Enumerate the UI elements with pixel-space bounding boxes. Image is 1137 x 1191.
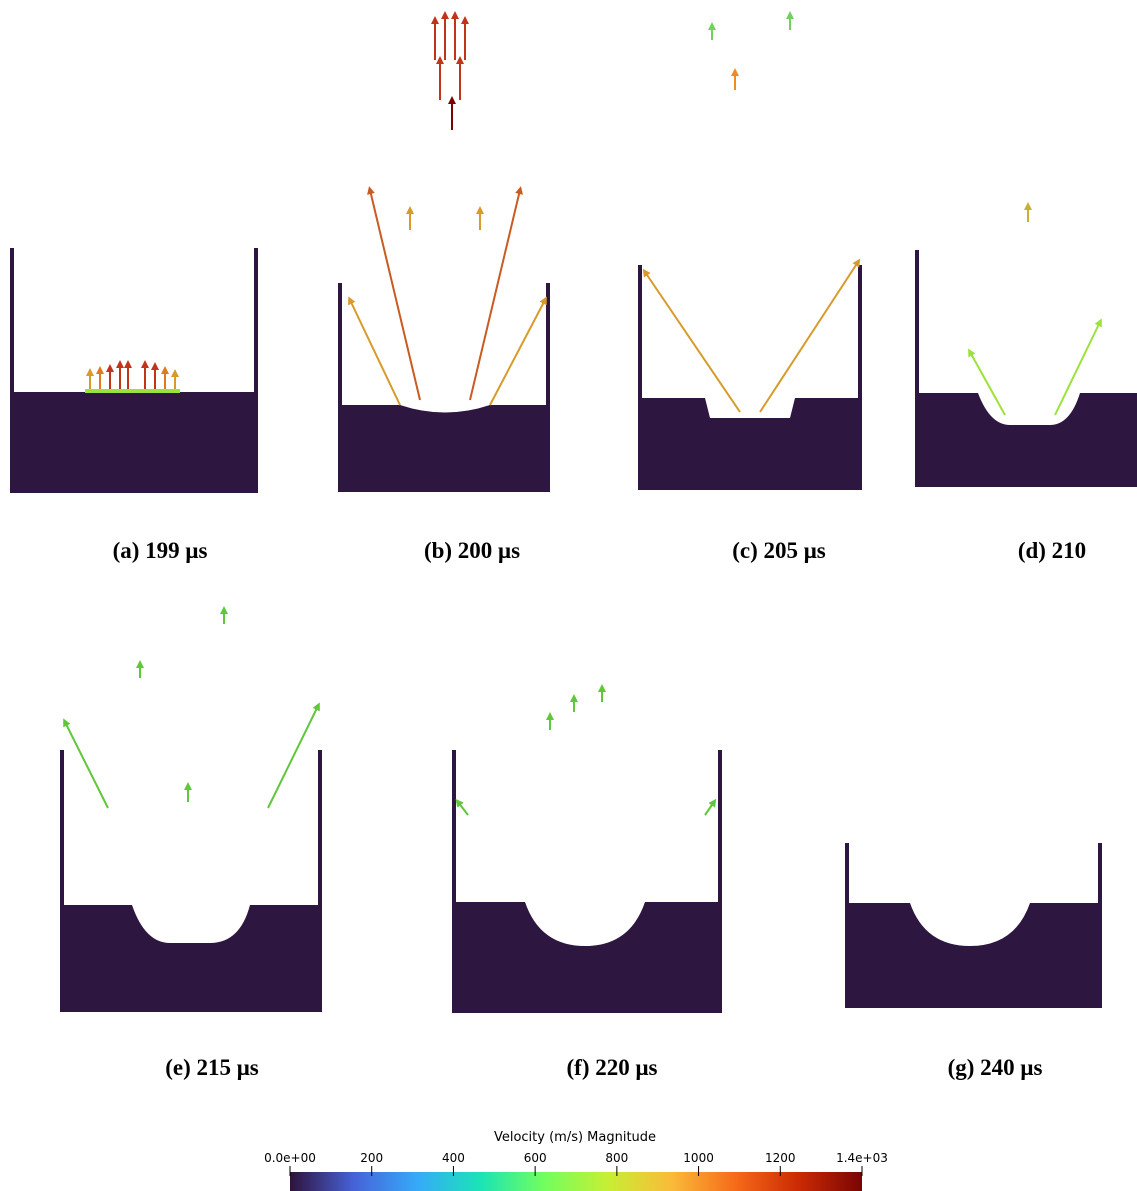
colorbar-tick-label: 0.0e+00 (264, 1151, 316, 1165)
panel-g (845, 843, 1102, 1008)
caption: (d) 210 (1018, 538, 1086, 563)
panel-e (60, 610, 322, 1012)
caption: (b) 200 μs (424, 538, 520, 563)
figure: (a) 199 μs (b) 200 μs (c) 205 μs (d) 210… (0, 0, 1137, 1191)
colorbar-tick-label: 400 (442, 1151, 465, 1165)
caption: (c) 205 μs (732, 538, 826, 563)
panel-c (638, 15, 862, 490)
caption: (e) 215 μs (165, 1055, 259, 1080)
colorbar-tick-label: 200 (360, 1151, 383, 1165)
colorbar-tick-label: 1200 (765, 1151, 796, 1165)
colorbar-tick-label: 1000 (683, 1151, 714, 1165)
caption: (f) 220 μs (567, 1055, 658, 1080)
caption: (g) 240 μs (948, 1055, 1043, 1080)
panel-f (452, 688, 722, 1013)
colorbar-tick-label: 600 (524, 1151, 547, 1165)
panel-b (338, 15, 550, 492)
colorbar-tick-label: 1.4e+03 (836, 1151, 888, 1165)
colorbar-tick-label: 800 (605, 1151, 628, 1165)
colorbar-title: Velocity (m/s) Magnitude (494, 1130, 656, 1145)
panel-d (915, 206, 1137, 487)
panel-a (10, 248, 258, 493)
colorbar (290, 1172, 862, 1191)
caption: (a) 199 μs (113, 538, 208, 563)
